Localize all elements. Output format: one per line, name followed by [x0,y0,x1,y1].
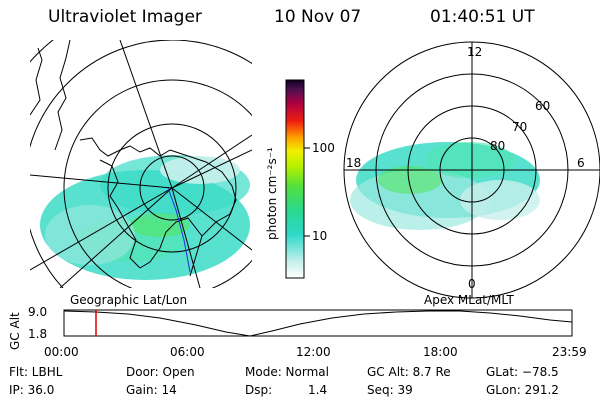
instrument-title: Ultraviolet Imager [48,7,202,27]
info-dsp-value: 1.4 [308,383,328,397]
timeline-ytick-min: 1.8 [28,327,48,341]
mlt-label-midnight: 0 [468,277,476,291]
timeline-xtick-0000: 00:00 [44,345,79,359]
geographic-panel-label: Geographic Lat/Lon [70,293,188,307]
time-label: 01:40:51 UT [430,7,535,27]
info-mode: Mode: Normal [245,365,329,379]
info-gain: Gain: 14 [126,383,177,397]
info-door: Door: Open [126,365,195,379]
mlt-label-dawn: 6 [577,156,585,170]
info-gc-alt: GC Alt: 8.7 Re [367,365,451,379]
geographic-map-panel [30,40,252,288]
info-filter: Flt: LBHL [9,365,63,379]
geographic-grid [30,40,252,288]
apex-polar-panel [343,41,600,299]
mlt-label-dusk: 18 [346,156,362,170]
timeline-xtick-0600: 06:00 [170,345,205,359]
info-seq: Seq: 39 [367,383,413,397]
date-label: 10 Nov 07 [274,7,362,27]
info-ip: IP: 36.0 [9,383,55,397]
mlat-label-60: 60 [535,99,551,113]
colorbar-tick-100: 100 [312,141,335,155]
gc-altitude-curve [63,310,573,337]
colorbar [285,79,310,279]
apex-grid [343,41,600,299]
timeline-xtick-1800: 18:00 [423,345,458,359]
mlat-label-80: 80 [490,139,506,153]
apex-panel-label: Apex MLat/MLT [424,293,514,307]
satellite-ground-track [167,187,191,273]
colorbar-tick-10: 10 [312,229,328,243]
timeline-xtick-2359: 23:59 [552,345,587,359]
coastlines [30,40,237,277]
info-glat: GLat: −78.5 [486,365,559,379]
mlat-label-70: 70 [512,120,528,134]
timeline-ylabel: GC Alt [8,312,22,350]
colorbar-unit-label: photon cm⁻²s⁻¹ [265,147,279,240]
timeline-strip [63,309,573,337]
timeline-ytick-max: 9.0 [28,305,48,319]
timeline-xtick-1200: 12:00 [296,345,331,359]
info-glon: GLon: 291.2 [486,383,559,397]
apex-aurora-image [350,142,540,230]
info-dsp-label: Dsp: [245,383,273,397]
mlt-label-noon: 12 [467,45,483,59]
geographic-aurora-image [40,155,250,280]
